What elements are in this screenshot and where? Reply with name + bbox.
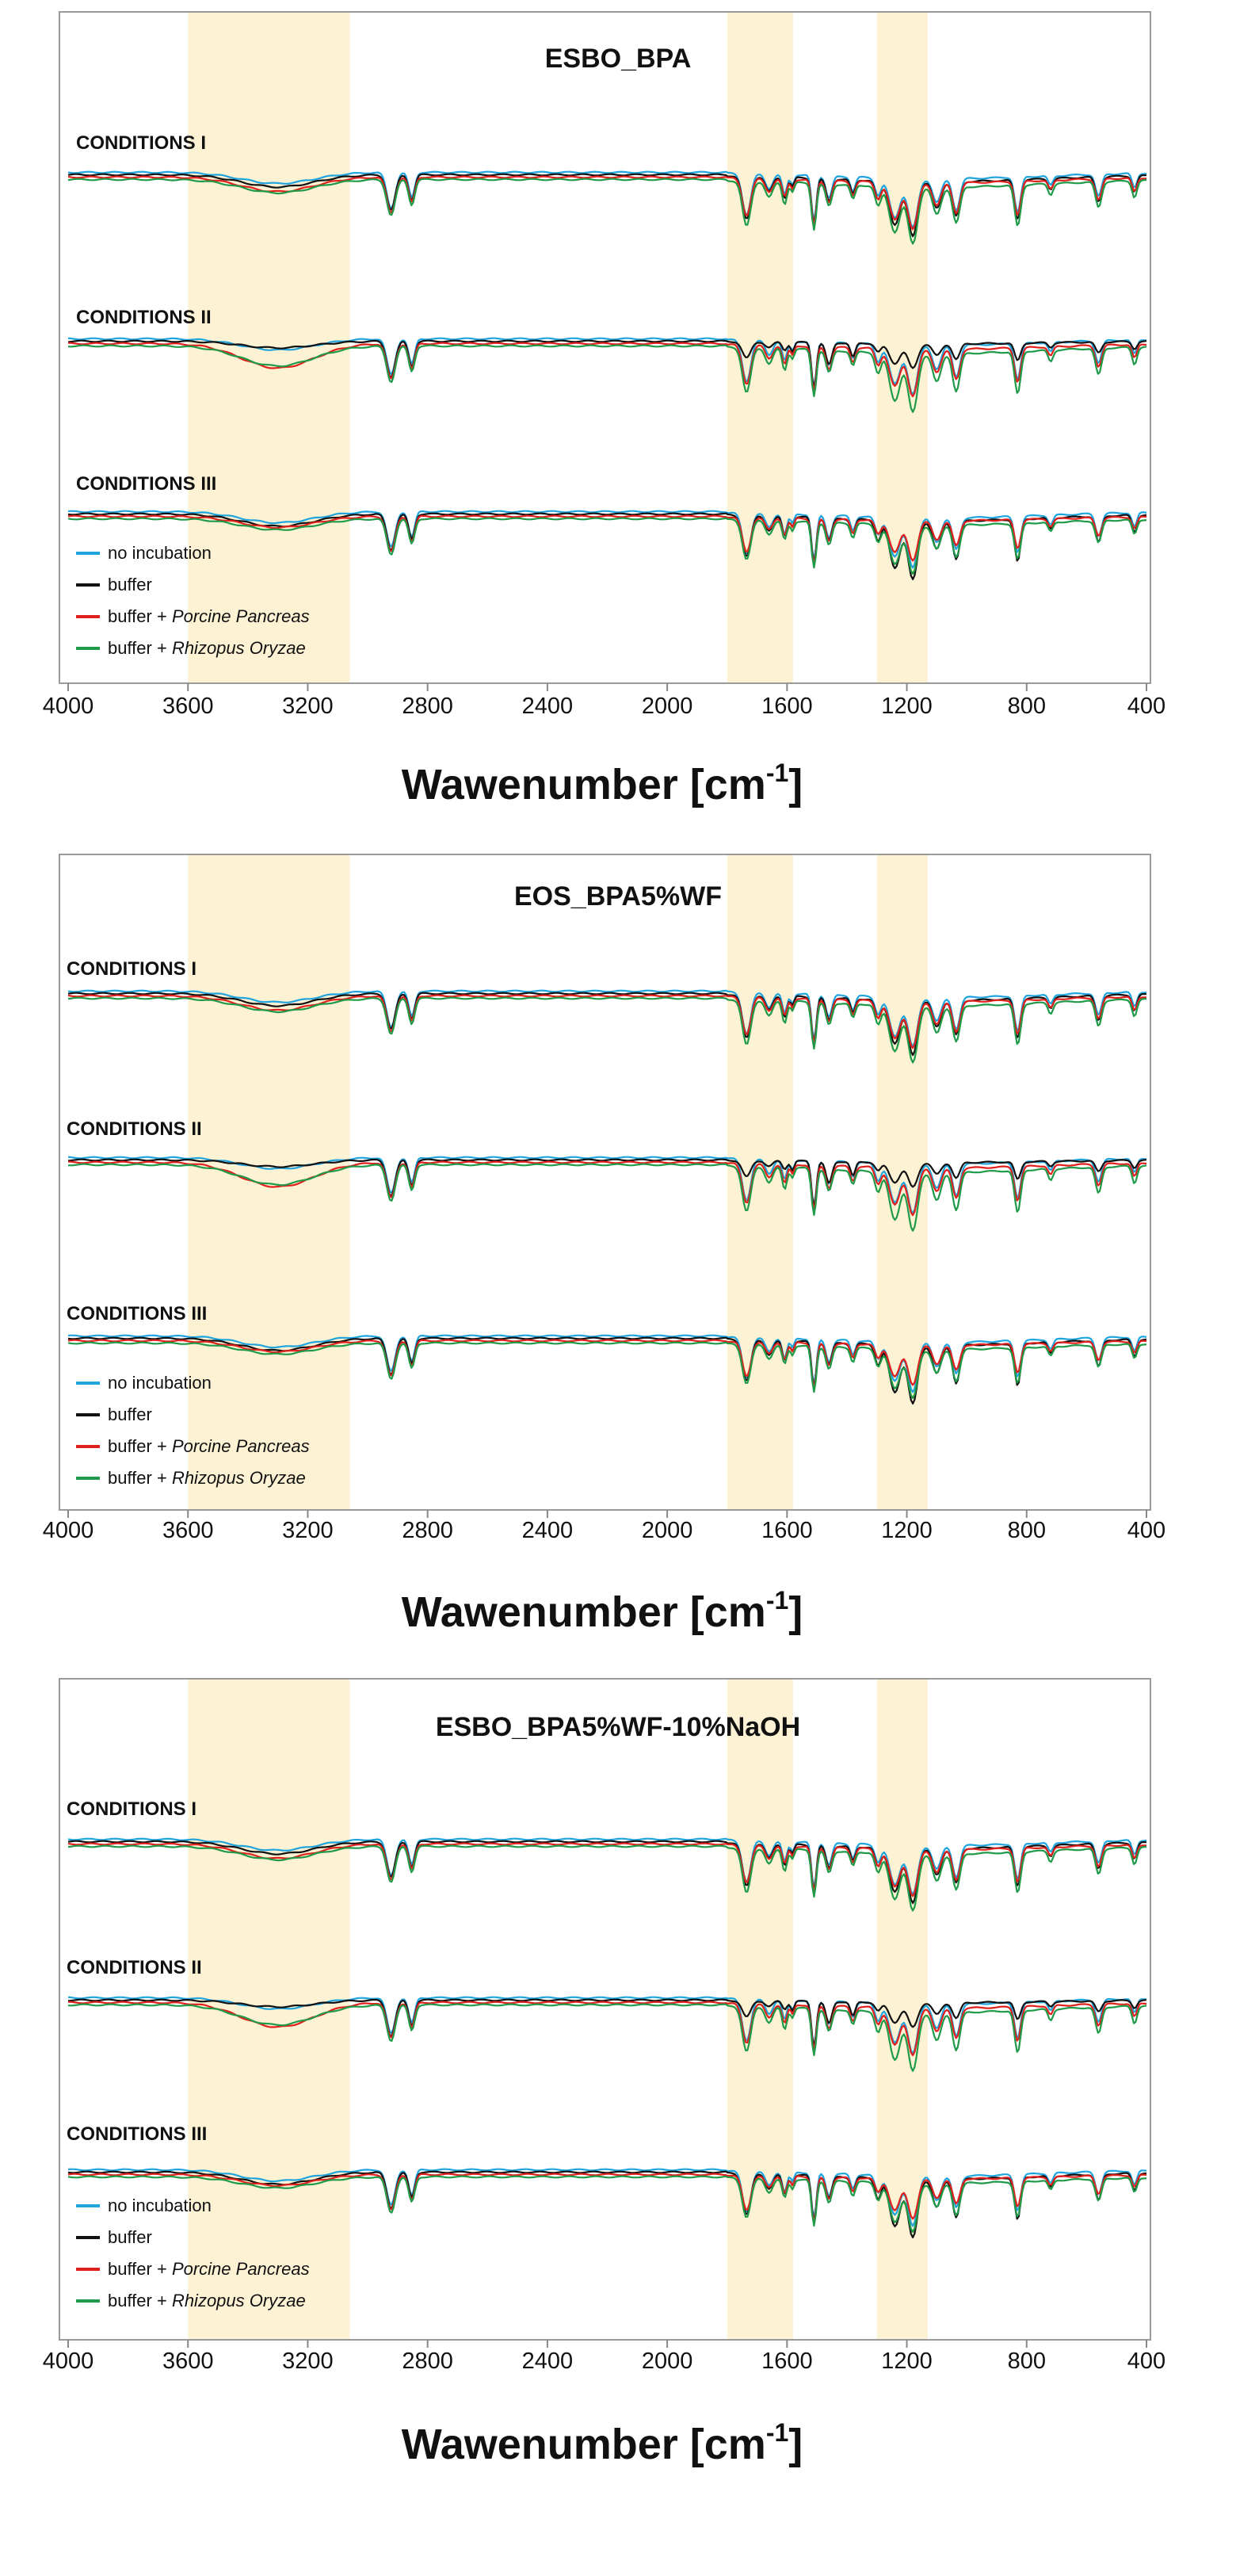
legend-label: buffer + Rhizopus Oryzae: [108, 2291, 306, 2310]
spectrum-line: [67, 175, 1147, 231]
panel-3: ESBO_BPA5%WF-10%NaOH CONDITIONS I CONDITIO…: [43, 1678, 1165, 2468]
condition-label: CONDITIONS I: [76, 132, 206, 154]
x-tick-label: 2800: [402, 1518, 453, 1543]
plot-frame: [59, 1678, 1151, 2341]
x-tick-label: 3600: [162, 2349, 214, 2374]
condition-label: CONDITIONS II: [67, 1957, 202, 1978]
highlight-band: [876, 1679, 929, 2340]
x-tick-label: 1200: [881, 1518, 933, 1543]
spectrum-line: [67, 1158, 1147, 1209]
x-axis-title: Wawenumber [cm-1]: [402, 2418, 803, 2468]
x-tick-label: 2000: [642, 694, 693, 719]
spectrum-line: [67, 514, 1147, 566]
spectrum-line: [67, 1837, 1147, 1895]
spectrum-line: [67, 1341, 1147, 1399]
spectrum-line: [67, 1844, 1146, 1912]
spectrum-line: [67, 170, 1147, 228]
legend-label: no incubation: [108, 543, 212, 563]
spectrum-line: [67, 2003, 1147, 2072]
legend-label: buffer: [108, 575, 152, 594]
x-tick-label: 3200: [282, 1518, 334, 1543]
x-tick-label: 3200: [282, 2349, 334, 2374]
spectrum-line: [67, 996, 1146, 1064]
x-tick-label: 1600: [761, 1518, 813, 1543]
legend-label: buffer + Rhizopus Oryzae: [108, 638, 306, 658]
panel-2: EOS_BPA5%WF CONDITIONS I CONDITIONS II COND…: [43, 854, 1165, 1636]
spectrum-line: [67, 1339, 1147, 1390]
condition-label: CONDITIONS II: [76, 307, 212, 328]
plot-frame: [59, 11, 1151, 684]
x-tick-label: 400: [1127, 694, 1165, 719]
x-tick-label: 1600: [761, 694, 813, 719]
x-tick-label: 800: [1008, 694, 1046, 719]
plot-frame: [59, 854, 1151, 1511]
x-tick-label: 4000: [43, 1518, 94, 1543]
x-tick-label: 3600: [162, 1518, 214, 1543]
legend-label: buffer: [108, 2227, 152, 2247]
x-axis-title: Wawenumber [cm-1]: [402, 759, 803, 808]
x-tick-label: 2000: [642, 1518, 693, 1543]
legend-label: buffer: [108, 1405, 152, 1424]
legend-label: no incubation: [108, 1373, 212, 1393]
spectrum-line: [67, 2168, 1147, 2227]
legend-label: buffer + Porcine Pancreas: [108, 2259, 310, 2279]
spectrum-line: [67, 2170, 1147, 2238]
legend-label: buffer + Porcine Pancreas: [108, 1436, 310, 1456]
condition-label: CONDITIONS I: [67, 958, 196, 980]
x-tick-label: 2400: [522, 2349, 574, 2374]
spectrum-line: [67, 510, 1147, 569]
x-tick-label: 2800: [402, 2349, 453, 2374]
x-tick-label: 2800: [402, 694, 453, 719]
legend-label: buffer + Rhizopus Oryzae: [108, 1468, 306, 1488]
x-tick-label: 2400: [522, 694, 574, 719]
panel-title: ESBO_BPA: [545, 44, 692, 74]
x-tick-label: 3600: [162, 694, 214, 719]
spectrum-line: [67, 512, 1147, 580]
panel-title: ESBO_BPA5%WF-10%NaOH: [436, 1712, 800, 1742]
x-tick-label: 1200: [881, 694, 933, 719]
x-tick-label: 400: [1127, 1518, 1165, 1543]
x-tick-label: 800: [1008, 1518, 1046, 1543]
x-tick-label: 3200: [282, 694, 334, 719]
x-tick-label: 2000: [642, 2349, 693, 2374]
x-tick-label: 1200: [881, 2349, 933, 2374]
x-tick-label: 800: [1008, 2349, 1046, 2374]
condition-label: CONDITIONS III: [76, 473, 216, 495]
legend-label: buffer + Porcine Pancreas: [108, 606, 310, 626]
panel-title: EOS_BPA5%WF: [514, 881, 722, 912]
spectrum-line: [67, 339, 1147, 390]
x-axis-title: Wawenumber [cm-1]: [402, 1586, 803, 1636]
spectrum-line: [67, 2175, 1147, 2233]
spectrum-line: [68, 342, 1147, 398]
condition-label: CONDITIONS III: [67, 1303, 207, 1324]
x-tick-label: 1600: [761, 2349, 813, 2374]
spectrum-line: [67, 989, 1147, 1047]
x-tick-label: 400: [1127, 2349, 1165, 2374]
panel-1: ESBO_BPA CONDITIONS I CONDITIONS II CONDITI…: [43, 11, 1165, 808]
condition-label: CONDITIONS II: [67, 1118, 202, 1140]
x-tick-label: 4000: [43, 694, 94, 719]
condition-label: CONDITIONS III: [67, 2123, 207, 2145]
spectrum-line: [67, 1163, 1147, 1232]
spectrum-line: [67, 994, 1147, 1049]
condition-label: CONDITIONS I: [67, 1798, 196, 1820]
x-tick-label: 4000: [43, 2349, 94, 2374]
spectrum-line: [67, 1334, 1147, 1393]
legend-label: no incubation: [108, 2196, 212, 2215]
spectrum-line: [67, 178, 1146, 245]
spectrum-line: [68, 1160, 1147, 1217]
x-tick-label: 2400: [522, 1518, 574, 1543]
spectrum-line: [67, 344, 1147, 413]
spectrum-line: [67, 1842, 1147, 1898]
spectrum-line: [67, 1336, 1147, 1405]
spectrum-line: [67, 517, 1147, 575]
spectrum-line: [67, 1998, 1147, 2049]
highlight-band: [188, 854, 350, 1510]
spectrum-line: [68, 2001, 1147, 2057]
spectrum-line: [67, 2173, 1147, 2224]
